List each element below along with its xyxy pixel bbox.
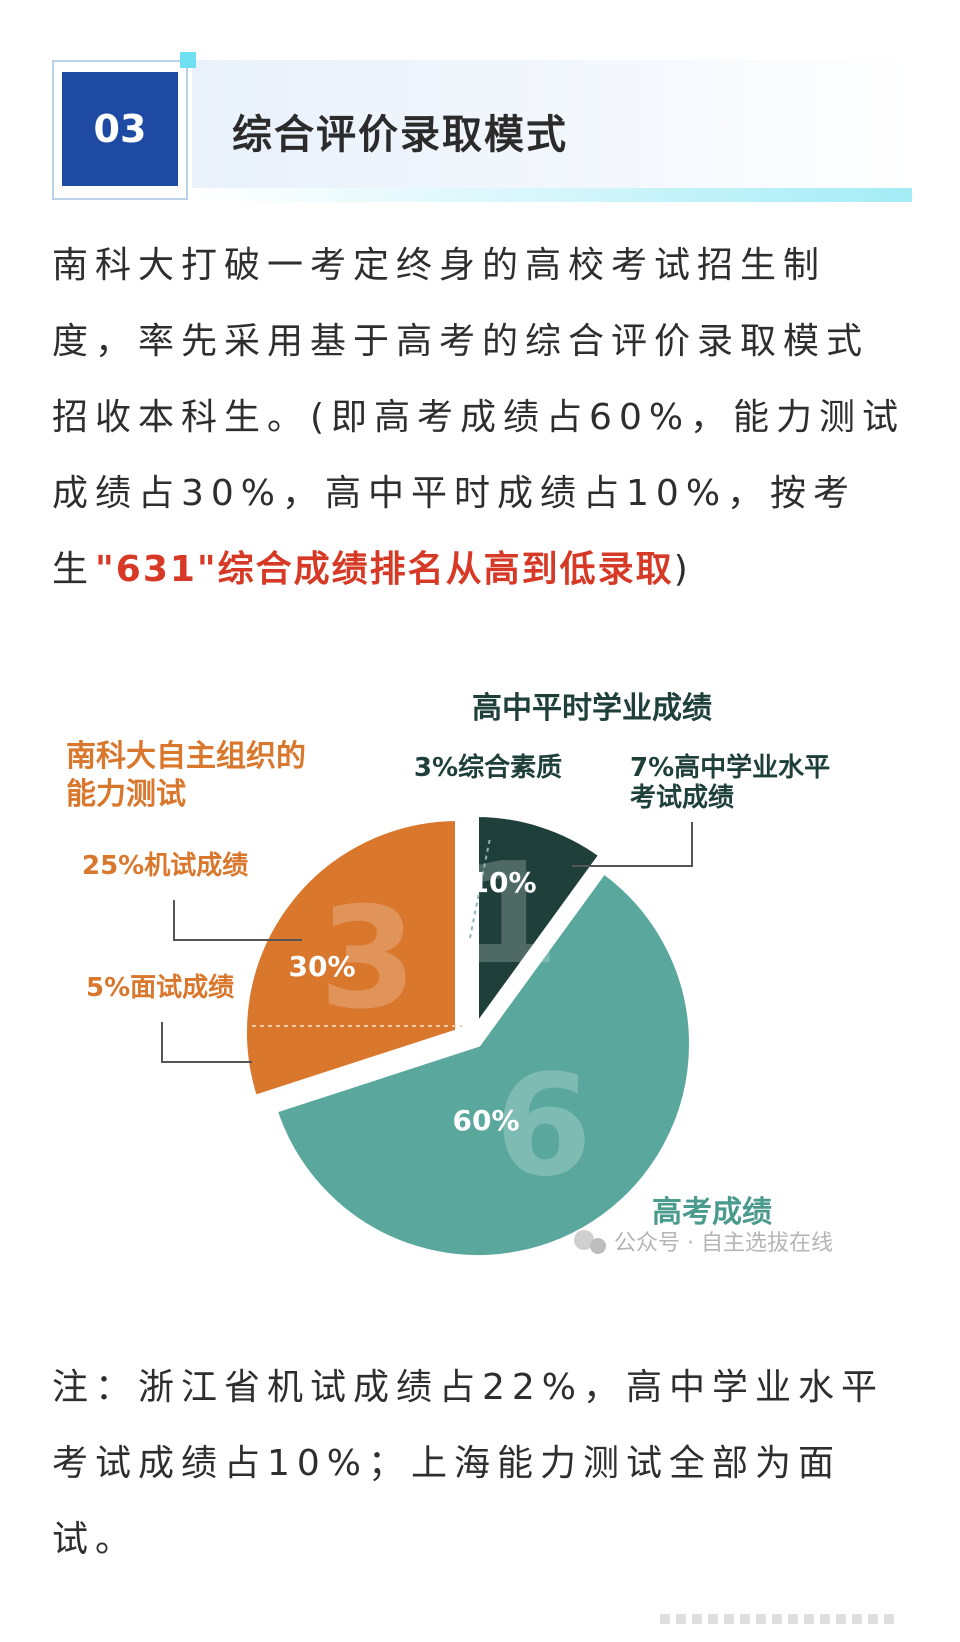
annotation-top-title: 高中平时学业成绩	[472, 691, 712, 726]
slice-label-30: 30%	[288, 950, 355, 983]
section-header: 03 综合评价录取模式	[52, 52, 912, 202]
academic-divider	[469, 837, 491, 939]
decorative-square	[180, 52, 196, 68]
annotation-gaokao: 高考成绩	[652, 1195, 772, 1230]
annotation-computer-test: 25%机试成绩	[82, 851, 248, 881]
pie-slice-ability-test	[241, 814, 461, 1102]
note-paragraph: 注：浙江省机试成绩占22%，高中学业水平 考试成绩占10%；上海能力测试全部为面…	[52, 1350, 912, 1578]
note-line: 考试成绩占10%；上海能力测试全部为面	[52, 1443, 842, 1484]
watermark-text: 公众号 · 自主选拔在线	[614, 1231, 833, 1256]
note-line: 试。	[52, 1519, 139, 1560]
leader-lines	[161, 822, 693, 1063]
intro-paragraph: 南科大打破一考定终身的高校考试招生制 度，率先采用基于高考的综合评价录取模式 招…	[52, 228, 912, 608]
paragraph-text: 生	[52, 549, 96, 590]
header-background	[192, 60, 912, 200]
wechat-icon-bubble	[590, 1238, 606, 1254]
leader-line-interview	[161, 1022, 252, 1063]
paragraph-line: 南科大打破一考定终身的高校考试招生制	[52, 245, 827, 286]
slice-big-digit: 1	[462, 833, 559, 996]
highlight-text: "631"综合成绩排名从高到低录取	[95, 549, 674, 590]
note-line: 注：浙江省机试成绩占22%，高中学业水平	[52, 1367, 885, 1408]
paragraph-line: 成绩占30%，高中平时成绩占10%，按考	[52, 473, 857, 514]
paragraph-text: )	[673, 549, 695, 590]
paragraph-line: 生"631"综合成绩排名从高到低录取)	[52, 532, 912, 608]
slice-digits: 1 63	[319, 833, 592, 1208]
slice-big-digit: 3	[319, 878, 416, 1041]
slice-big-digit: 6	[495, 1045, 592, 1208]
section-title: 综合评价录取模式	[232, 112, 568, 158]
annotation-ability-line1: 南科大自主组织的	[66, 739, 306, 774]
pie-slice-high-school	[473, 810, 606, 1038]
header-accent-bar	[192, 188, 912, 202]
watermark: 公众号 · 自主选拔在线	[574, 1230, 833, 1256]
annotation-academic-line2: 考试成绩	[630, 783, 734, 813]
leader-line-academic	[572, 822, 693, 867]
section-number: 03	[62, 72, 178, 186]
leader-line-computer-test	[173, 900, 302, 941]
wechat-icon	[574, 1230, 594, 1250]
annotation-interview: 5%面试成绩	[86, 973, 234, 1003]
annotation-ability-line2: 能力测试	[66, 777, 186, 812]
pie-slice-gaokao	[270, 866, 695, 1261]
paragraph-line: 招收本科生。(即高考成绩占60%，能力测试	[52, 397, 906, 438]
slice-label-60: 60%	[452, 1104, 519, 1137]
decorative-scroll-bar	[660, 1614, 900, 1624]
pie-slices	[241, 810, 695, 1261]
slice-label-10: 10%	[469, 866, 536, 899]
pie-chart: 1 63 10% 60% 30% 高中平时学业成绩 3%综合素质 7%高中学业水平…	[66, 691, 833, 1261]
annotation-quality: 3%综合素质	[414, 752, 562, 783]
annotation-academic-line1: 7%高中学业水平	[630, 752, 830, 783]
paragraph-line: 度，率先采用基于高考的综合评价录取模式	[52, 321, 870, 362]
